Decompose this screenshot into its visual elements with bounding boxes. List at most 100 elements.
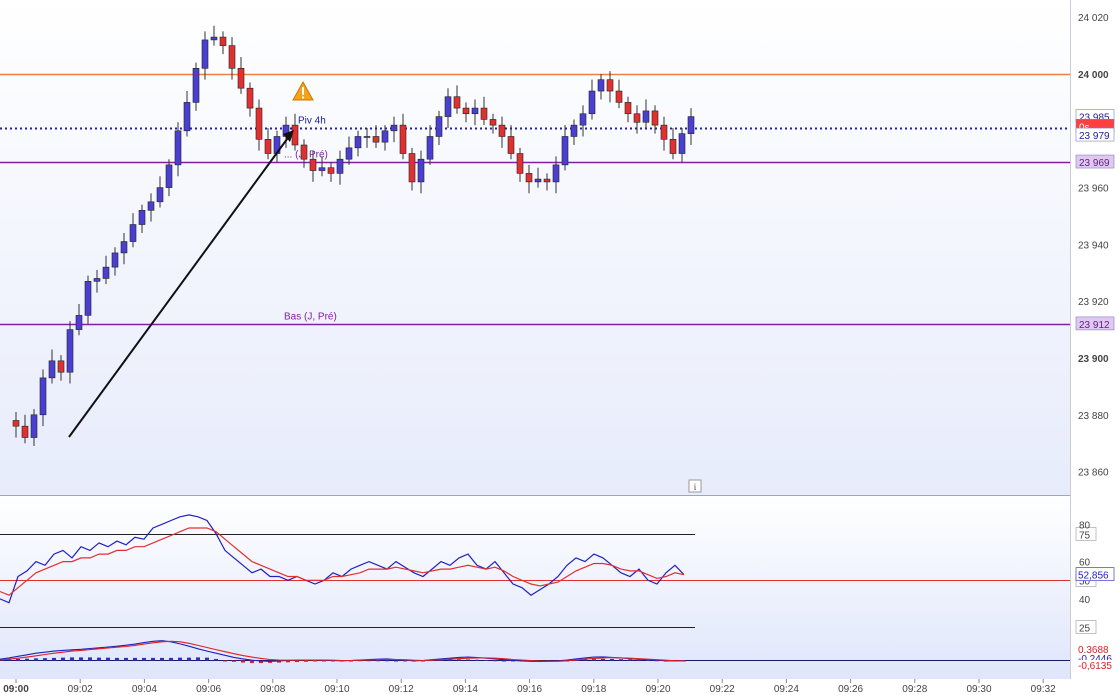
macd-histogram-bar	[205, 657, 209, 661]
candle[interactable]	[327, 162, 335, 182]
candle[interactable]	[246, 82, 254, 117]
candle[interactable]	[489, 113, 497, 134]
candle[interactable]	[516, 147, 524, 182]
candle[interactable]	[237, 56, 245, 94]
candle[interactable]	[417, 150, 425, 194]
osc-tick-label: 80	[1079, 520, 1091, 531]
candle-body	[147, 201, 155, 211]
candle[interactable]	[372, 125, 380, 148]
candle[interactable]	[426, 125, 434, 165]
candle[interactable]	[390, 116, 398, 143]
candle[interactable]	[12, 411, 20, 438]
macd-histogram-bar	[187, 657, 191, 661]
candle[interactable]	[264, 127, 272, 160]
candle[interactable]	[102, 255, 110, 285]
candle[interactable]	[552, 156, 560, 194]
candle[interactable]	[84, 275, 92, 324]
candle[interactable]	[174, 122, 182, 177]
macd-histogram-bar	[592, 659, 596, 661]
candle[interactable]	[309, 150, 317, 182]
candle[interactable]	[399, 113, 407, 160]
price-tick-label: 23 900	[1078, 354, 1109, 365]
candle[interactable]	[633, 105, 641, 134]
candle[interactable]	[336, 150, 344, 185]
candle[interactable]	[444, 88, 452, 128]
candle[interactable]	[561, 125, 569, 171]
macd-histogram-bar	[79, 657, 83, 661]
candle[interactable]	[147, 193, 155, 222]
candle[interactable]	[21, 414, 29, 444]
candle[interactable]	[57, 355, 65, 381]
indicator-panel-bg	[0, 496, 1070, 679]
candle[interactable]	[255, 99, 263, 151]
candle-body	[210, 36, 218, 41]
candle[interactable]	[129, 213, 137, 248]
macd-histogram-bar	[628, 659, 632, 661]
candle[interactable]	[597, 74, 605, 100]
price-tick-label: 24 000	[1078, 70, 1109, 81]
time-tick-label: 09:02	[68, 684, 93, 695]
macd-histogram-bar	[502, 660, 506, 662]
candle[interactable]	[165, 159, 173, 197]
candle-body	[120, 241, 128, 254]
candle[interactable]	[354, 130, 362, 157]
candle[interactable]	[615, 79, 623, 109]
candle[interactable]	[507, 125, 515, 160]
candle[interactable]	[138, 204, 146, 234]
candle[interactable]	[192, 62, 200, 111]
candle[interactable]	[381, 125, 389, 151]
candle[interactable]	[678, 127, 686, 163]
candle[interactable]	[210, 25, 218, 46]
candle[interactable]	[120, 233, 128, 265]
candle[interactable]	[39, 369, 47, 427]
info-icon[interactable]: i	[688, 479, 702, 493]
candle[interactable]	[624, 96, 632, 123]
candle-body	[12, 420, 20, 427]
candle[interactable]	[201, 31, 209, 80]
candle[interactable]	[111, 247, 119, 276]
candle[interactable]	[345, 136, 353, 165]
price-tag-text: 0s	[1079, 122, 1090, 133]
candle[interactable]	[30, 409, 38, 447]
candle[interactable]	[579, 105, 587, 137]
candle[interactable]	[669, 127, 677, 160]
candle[interactable]	[435, 110, 443, 145]
candle[interactable]	[660, 116, 668, 151]
candle[interactable]	[687, 108, 695, 145]
candle[interactable]	[453, 85, 461, 114]
candle[interactable]	[606, 71, 614, 103]
trend-arrow[interactable]	[68, 130, 294, 438]
candle-body	[264, 139, 272, 154]
warning-icon[interactable]	[292, 80, 314, 101]
candle[interactable]	[93, 269, 101, 293]
candle[interactable]	[534, 167, 542, 188]
candle[interactable]	[480, 96, 488, 126]
candle[interactable]	[75, 304, 83, 336]
candle[interactable]	[363, 127, 371, 148]
candle[interactable]	[498, 116, 506, 148]
macd-value-bg	[1076, 660, 1114, 670]
candle-body	[651, 110, 659, 126]
candle[interactable]	[219, 31, 227, 55]
candle[interactable]	[156, 176, 164, 208]
macd-histogram-bar	[43, 658, 47, 661]
candle[interactable]	[588, 79, 596, 120]
candle[interactable]	[462, 102, 470, 123]
candle[interactable]	[651, 105, 659, 134]
candle[interactable]	[66, 321, 74, 384]
macd-histogram-bar	[259, 660, 263, 664]
level-label: Piv 4h	[298, 116, 326, 127]
candle[interactable]	[570, 119, 578, 145]
candle[interactable]	[471, 99, 479, 126]
candle[interactable]	[543, 173, 551, 191]
candle[interactable]	[525, 164, 533, 194]
candle[interactable]	[642, 99, 650, 128]
candle[interactable]	[318, 156, 326, 177]
candle[interactable]	[300, 139, 308, 168]
candle[interactable]	[183, 91, 191, 137]
candle[interactable]	[408, 147, 416, 191]
candle[interactable]	[48, 349, 56, 384]
candle[interactable]	[228, 37, 236, 80]
price-tag: 23 979	[1075, 127, 1115, 142]
